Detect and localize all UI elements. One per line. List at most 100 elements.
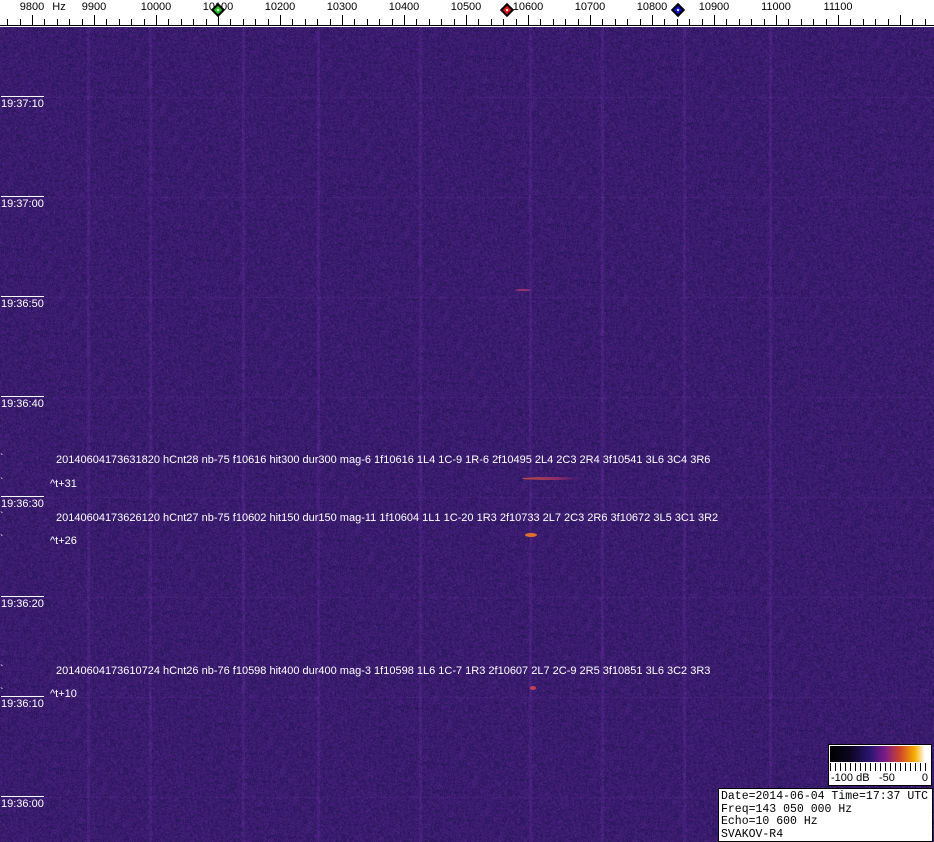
axis-tick xyxy=(428,19,430,25)
axis-tick xyxy=(825,19,827,25)
info-box: Date=2014-06-04 Time=17:37 UTC Freq=143 … xyxy=(718,788,933,842)
axis-tick xyxy=(887,19,889,25)
axis-tick xyxy=(81,19,83,25)
axis-tick xyxy=(453,19,455,25)
axis-tick xyxy=(528,15,529,25)
axis-tick xyxy=(193,19,195,25)
axis-tick xyxy=(838,15,839,25)
frequency-tick-label: 10000 xyxy=(140,1,172,13)
axis-tick xyxy=(788,19,790,25)
time-label: 19:37:10 xyxy=(1,96,44,110)
detection-offset: ^t+10 xyxy=(50,688,77,700)
axis-tick xyxy=(317,19,319,25)
axis-tick xyxy=(118,19,120,25)
frequency-tick-label: 10300 xyxy=(326,1,358,13)
axis-tick xyxy=(391,19,393,25)
axis-tick xyxy=(267,19,269,25)
event-tick: ` xyxy=(0,687,4,698)
axis-tick xyxy=(304,19,306,25)
info-echo: Echo=10 600 Hz xyxy=(721,815,818,828)
meteor-echo xyxy=(530,686,536,690)
axis-tick xyxy=(875,19,877,25)
axis-tick xyxy=(590,15,591,25)
axis-tick xyxy=(738,19,740,25)
meteor-echo xyxy=(522,477,582,480)
axis-tick xyxy=(924,19,926,25)
axis-tick xyxy=(180,19,182,25)
axis-tick xyxy=(689,19,691,25)
axis-tick xyxy=(900,15,901,25)
axis-tick xyxy=(56,19,58,25)
axis-tick xyxy=(329,19,331,25)
frequency-tick-label: 11100 xyxy=(823,1,853,13)
axis-tick xyxy=(714,15,715,25)
axis-tick xyxy=(280,15,281,25)
frequency-tick-label: 10400 xyxy=(388,1,420,13)
axis-tick xyxy=(19,19,21,25)
time-label: 19:36:30 xyxy=(1,496,44,510)
axis-tick xyxy=(776,15,777,25)
axis-tick xyxy=(726,19,728,25)
spectrogram xyxy=(0,27,934,842)
axis-tick xyxy=(850,19,852,25)
frequency-tick-label: 10200 xyxy=(264,1,296,13)
event-tick: ` xyxy=(0,511,4,522)
axis-tick xyxy=(602,19,604,25)
axis-tick xyxy=(466,15,467,25)
axis-tick xyxy=(143,19,145,25)
axis-tick xyxy=(354,19,356,25)
axis-tick xyxy=(813,19,815,25)
axis-tick xyxy=(627,19,629,25)
frequency-tick-label: 10500 xyxy=(450,1,482,13)
meteor-echo xyxy=(515,289,531,291)
info-station: SVAKOV-R4 xyxy=(721,827,784,841)
time-label: 19:36:50 xyxy=(1,296,44,310)
axis-tick xyxy=(701,19,703,25)
detection-annotation: 20140604173626120 hCnt27 nb-75 f10602 hi… xyxy=(56,512,719,524)
axis-baseline xyxy=(0,25,934,26)
frequency-tick-label: 9800 xyxy=(19,1,45,13)
axis-tick xyxy=(205,19,207,25)
axis-tick xyxy=(862,19,864,25)
event-tick: ` xyxy=(0,477,4,488)
axis-tick xyxy=(32,15,33,25)
detection-offset: ^t+31 xyxy=(50,478,77,490)
colorbar-gradient xyxy=(830,746,930,762)
axis-tick xyxy=(503,19,505,25)
event-tick: ` xyxy=(0,453,4,464)
event-tick: ` xyxy=(0,664,4,675)
colorbar-label: 0 xyxy=(921,772,928,784)
axis-tick xyxy=(478,19,480,25)
axis-tick xyxy=(763,19,765,25)
colorbar-label: -100 dB xyxy=(831,772,870,784)
axis-tick xyxy=(800,19,802,25)
event-tick: ` xyxy=(0,534,4,545)
axis-tick xyxy=(515,19,517,25)
axis-tick xyxy=(676,19,678,25)
axis-tick xyxy=(366,19,368,25)
axis-tick xyxy=(912,19,914,25)
axis-tick xyxy=(540,19,542,25)
axis-tick xyxy=(69,19,71,25)
axis-tick xyxy=(218,15,219,25)
detection-offset: ^t+26 xyxy=(50,535,77,547)
detection-annotation: 20140604173610724 hCnt26 nb-76 f10598 hi… xyxy=(56,665,711,677)
axis-tick xyxy=(577,19,579,25)
frequency-axis: 9800990010000101001020010300104001050010… xyxy=(0,0,934,27)
info-date: Date=2014-06-04 Time=17:37 UTC xyxy=(721,790,929,803)
axis-tick xyxy=(441,19,443,25)
axis-tick xyxy=(7,19,9,25)
axis-tick xyxy=(242,19,244,25)
detection-annotation: 20140604173631820 hCnt28 nb-75 f10616 hi… xyxy=(56,454,711,466)
frequency-tick-label: 10700 xyxy=(574,1,606,13)
time-label: 19:36:00 xyxy=(1,796,44,810)
axis-tick xyxy=(416,19,418,25)
time-label: 19:36:10 xyxy=(1,696,44,710)
colorbar-ticks xyxy=(830,763,930,771)
axis-tick xyxy=(652,15,653,25)
time-label: 19:37:00 xyxy=(1,196,44,210)
colorbar-label: -50 xyxy=(879,772,895,784)
axis-tick xyxy=(94,15,95,25)
time-label: 19:36:20 xyxy=(1,596,44,610)
frequency-tick-label: 10900 xyxy=(698,1,730,13)
